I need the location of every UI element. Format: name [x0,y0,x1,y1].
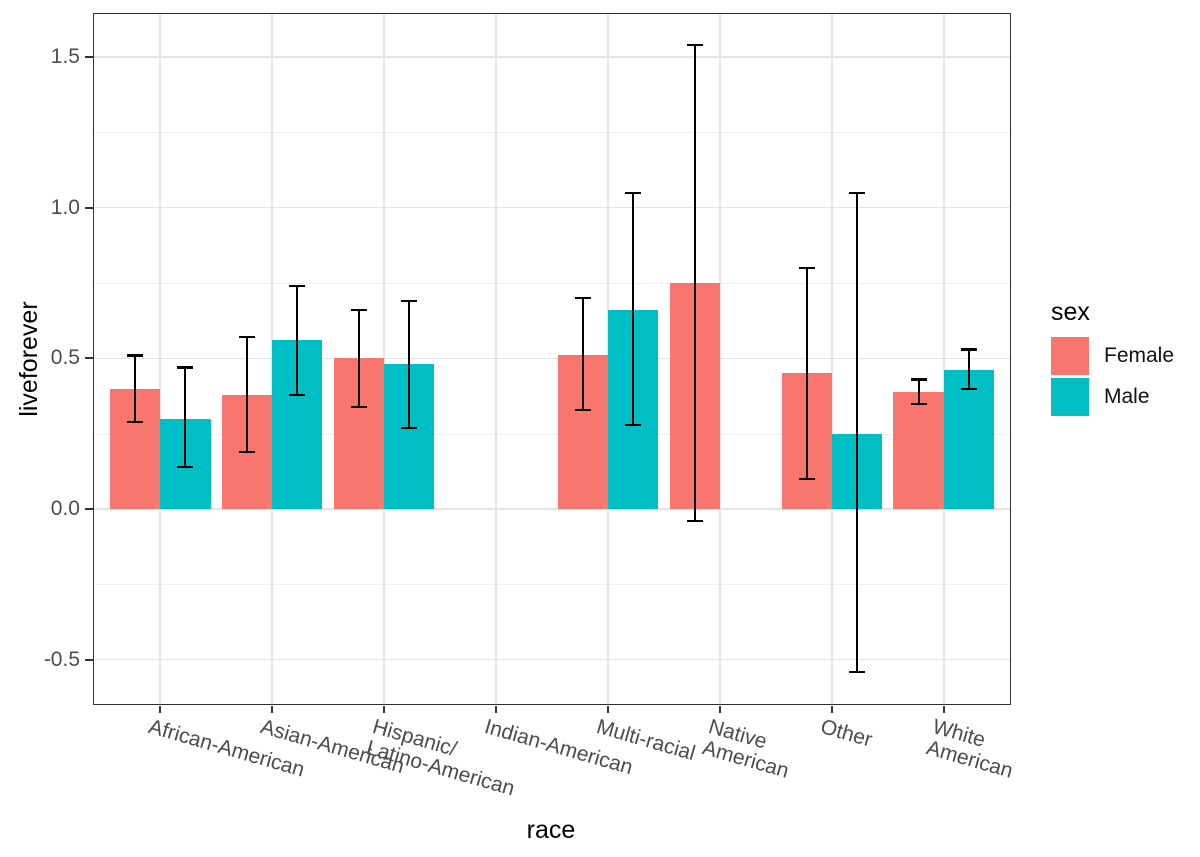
error-bar-female-native-american [693,44,696,522]
x-tick [271,706,274,713]
x-tick [606,706,609,713]
error-bar-female-multi-racial-cap [574,297,591,300]
gridline-major-horizontal [93,207,1011,209]
gridline-vertical [943,13,945,705]
gridline-major-horizontal [93,56,1011,58]
bar-male-white-american [943,370,995,510]
error-bar-male-multi-racial [632,192,635,425]
error-bar-female-native-american-cap [686,520,703,523]
x-tick [383,706,386,713]
error-bar-male-asian-american-cap [289,285,306,288]
error-bar-male-asian-american [296,286,299,395]
error-bar-female-other-cap [798,477,815,481]
bar-female-white-american [893,391,944,510]
gridline-minor-horizontal [93,132,1011,134]
gridline-major-horizontal [93,659,1011,661]
y-tick-label: -0.5 [43,647,80,671]
x-tick [830,706,833,713]
legend-label-male: Male [1104,385,1150,408]
gridline-minor-horizontal [93,283,1011,284]
error-bar-female-african-american [133,355,136,422]
error-bar-male-african-american-cap [177,465,194,469]
gridline-vertical [831,13,833,705]
error-bar-male-other-cap [849,670,866,674]
y-tick-label: 0.0 [50,497,80,521]
gridline-minor-horizontal [93,584,1011,586]
gridline-vertical [495,13,497,705]
error-bar-male-african-american [184,367,187,467]
x-tick [718,706,721,713]
error-bar-male-multi-racial-cap [625,423,642,426]
error-bar-female-asian-american-cap [238,450,255,454]
error-bar-female-hispanic-latino-american [357,310,360,407]
legend-items: Female Male [1051,337,1196,416]
y-tick-label: 1.5 [50,45,80,68]
y-tick [85,357,93,360]
error-bar-female-asian-american [245,337,248,452]
gridline-major-horizontal [93,357,1011,360]
plot-panel [93,13,1011,705]
error-bar-female-white-american-cap [910,378,927,381]
legend-swatch-male [1051,378,1089,416]
x-tick-label-white-american: White American [923,715,1016,783]
y-tick [85,658,93,661]
error-bar-female-white-american [917,379,920,404]
error-bar-female-hispanic-latino-american-cap [350,405,367,408]
error-bar-male-hispanic-latino-american-cap [401,300,418,303]
error-bar-male-white-american-cap [961,387,978,390]
error-bar-female-white-american-cap [910,402,927,405]
x-tick [942,706,945,713]
legend: sex Female Male [1051,298,1196,419]
legend-item-female: Female [1051,337,1196,375]
y-tick [85,206,93,209]
error-bar-female-multi-racial [581,298,584,410]
error-bar-female-other [805,267,808,479]
legend-title: sex [1051,298,1090,326]
error-bar-male-multi-racial-cap [625,191,642,194]
error-bar-female-other-cap [798,266,815,270]
y-tick-label: 1.0 [50,195,80,219]
y-tick [85,508,93,511]
x-tick [495,706,498,713]
error-bar-male-white-american-cap [961,348,978,351]
error-bar-male-other [856,192,859,672]
y-tick-label: 0.5 [50,346,80,370]
gridline-major-horizontal [93,508,1011,510]
error-bar-male-other-cap [849,191,866,194]
panel-border [93,13,1011,705]
error-bar-female-asian-american-cap [238,336,255,339]
gridline-minor-horizontal [93,433,1011,435]
x-tick-label-other: Other [817,715,875,752]
error-bar-male-hispanic-latino-american [408,301,411,428]
error-bar-female-multi-racial-cap [574,408,591,411]
error-bar-male-asian-american-cap [289,393,306,396]
error-bar-female-native-american-cap [686,43,703,47]
x-axis-title: race [526,816,576,844]
gridline-vertical [159,13,161,705]
legend-item-male: Male [1051,378,1196,416]
error-bar-male-hispanic-latino-american-cap [401,426,418,429]
error-bar-female-hispanic-latino-american-cap [350,309,367,312]
legend-swatch-female [1051,337,1089,375]
x-tick [159,706,162,713]
y-tick [85,56,93,58]
legend-label-female: Female [1104,344,1175,367]
y-axis-title: liveforever [15,301,43,417]
error-bar-female-african-american-cap [126,420,143,423]
x-tick-label-native-american: Native American [699,715,792,783]
error-bar-male-white-american [968,349,971,389]
error-bar-male-african-american-cap [177,366,194,369]
error-bar-female-african-american-cap [126,354,143,357]
